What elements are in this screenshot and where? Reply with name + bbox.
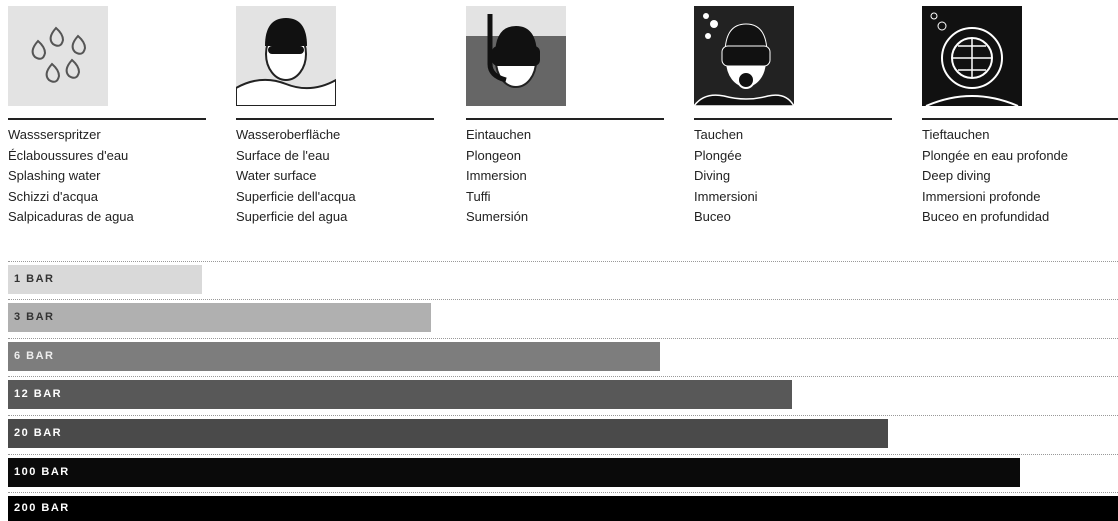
label: Tauchen: [694, 127, 744, 142]
bar: 12 BAR: [8, 380, 792, 409]
bar-label: 12 BAR: [14, 388, 63, 400]
rule: [8, 118, 206, 120]
icon-deep-diver: [922, 6, 1022, 106]
dotted-line: [8, 454, 1118, 455]
labels: Wassserspritzer Éclaboussures d'eau Spla…: [8, 125, 134, 228]
icon-diver: [694, 6, 794, 106]
dotted-line: [8, 299, 1118, 300]
label: Splashing water: [8, 168, 101, 183]
bar-label: 3 BAR: [14, 311, 55, 323]
label: Buceo en profundidad: [922, 209, 1050, 224]
bar: 20 BAR: [8, 419, 888, 448]
rule: [236, 118, 434, 120]
bar-label: 20 BAR: [14, 427, 63, 439]
label: Superficie dell'acqua: [236, 188, 356, 204]
label: Salpicaduras de agua: [8, 209, 134, 224]
dotted-line: [8, 261, 1118, 262]
label: Eintauchen: [466, 127, 532, 142]
label: Immersioni: [694, 188, 758, 204]
rule: [922, 118, 1118, 120]
label: Tuffi: [466, 188, 491, 204]
label: Surface de l'eau: [236, 147, 330, 163]
label: Superficie del agua: [236, 209, 348, 224]
label: Buceo: [694, 209, 731, 224]
dotted-line: [8, 492, 1118, 493]
label: Water surface: [236, 168, 317, 183]
icon-surface: [236, 6, 336, 106]
label: Plongeon: [466, 147, 521, 163]
labels: Tauchen Plongée Diving Immersioni Buceo: [694, 125, 758, 228]
label: Diving: [694, 168, 731, 183]
bar: 1 BAR: [8, 265, 202, 294]
dotted-line: [8, 415, 1118, 416]
bar-label: 1 BAR: [14, 273, 55, 285]
rule: [694, 118, 892, 120]
label: Deep diving: [922, 168, 991, 183]
dotted-line: [8, 376, 1118, 377]
bar-label: 6 BAR: [14, 350, 55, 362]
rule: [466, 118, 664, 120]
label: Plongée: [694, 147, 742, 163]
icon-splash: [8, 6, 108, 106]
label: Immersioni profonde: [922, 188, 1041, 204]
bar: 3 BAR: [8, 303, 431, 332]
label: Schizzi d'acqua: [8, 188, 98, 204]
bar: 100 BAR: [8, 458, 1020, 487]
label: Sumersión: [466, 209, 529, 224]
dotted-line: [8, 338, 1118, 339]
bar: 200 BAR: [8, 496, 1118, 521]
label: Tieftauchen: [922, 127, 990, 142]
labels: Eintauchen Plongeon Immersion Tuffi Sume…: [466, 125, 531, 228]
icon-snorkel: [466, 6, 566, 106]
label: Éclaboussures d'eau: [8, 147, 129, 163]
label: Wasseroberfläche: [236, 127, 341, 142]
label: Plongée en eau profonde: [922, 147, 1069, 163]
bar-label: 100 BAR: [14, 466, 70, 478]
labels: Tieftauchen Plongée en eau profonde Deep…: [922, 125, 1068, 228]
labels: Wasseroberfläche Surface de l'eau Water …: [236, 125, 356, 228]
label: Immersion: [466, 168, 527, 183]
label: Wassserspritzer: [8, 127, 101, 142]
bar-label: 200 BAR: [14, 502, 70, 514]
bar: 6 BAR: [8, 342, 660, 371]
